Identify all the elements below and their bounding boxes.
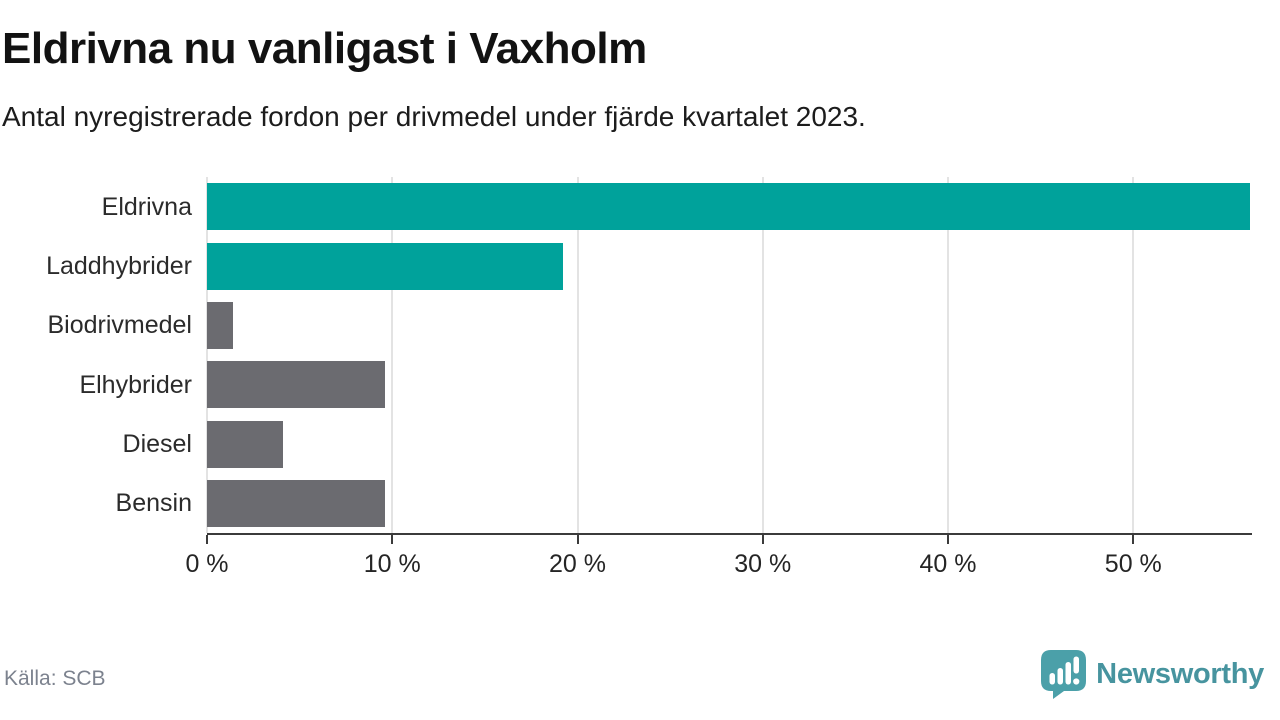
axis-tick <box>761 535 764 544</box>
gridline <box>947 177 950 533</box>
x-axis-line <box>207 533 1252 535</box>
axis-tick-label: 20 % <box>549 550 606 578</box>
axis-tick <box>391 535 394 544</box>
gridline <box>391 177 394 533</box>
axis-tick-label: 50 % <box>1104 550 1162 578</box>
bar-laddhybrider <box>207 242 563 290</box>
category-label: Biodrivmedel <box>47 311 192 340</box>
category-label: Diesel <box>122 430 192 458</box>
newsworthy-speech-bubble-bar-chart-icon <box>1041 650 1087 699</box>
source-label: Källa: SCB <box>4 667 106 690</box>
axis-tick-label: 10 % <box>363 550 421 578</box>
gridline <box>576 177 579 533</box>
axis-tick <box>1132 535 1135 544</box>
brand-name: Newsworthy <box>1096 658 1264 690</box>
chart-title: Eldrivna nu vanligast i Vaxholm <box>2 24 647 73</box>
category-axis-labels: Eldrivna Laddhybrider Biodrivmedel Elhybrid… <box>0 177 192 533</box>
brand-logo: Newsworthy <box>1041 650 1264 699</box>
x-axis: 0 % 10 % 20 % 30 % 40 % 50 % <box>185 533 1250 593</box>
bar-elhybrider <box>207 361 385 409</box>
axis-tick-label: 0 % <box>185 550 229 578</box>
plot-area <box>206 177 1250 533</box>
axis-tick-label: 30 % <box>734 550 792 578</box>
category-label: Eldrivna <box>101 192 192 221</box>
bar-eldrivna <box>207 183 1250 231</box>
axis-tick <box>576 535 579 544</box>
axis-tick <box>206 535 208 544</box>
gridline <box>1132 177 1135 533</box>
axis-tick-label: 40 % <box>919 550 977 578</box>
gridline <box>206 177 208 533</box>
category-label: Elhybrider <box>79 370 192 399</box>
bar-diesel <box>207 420 283 468</box>
bar-bensin <box>207 479 385 527</box>
category-label: Bensin <box>115 489 192 518</box>
axis-tick <box>947 535 950 544</box>
gridline <box>761 177 764 533</box>
category-label: Laddhybrider <box>46 252 192 280</box>
chart-subtitle: Antal nyregistrerade fordon per drivmede… <box>2 101 866 132</box>
bar-biodrivmedel <box>207 301 233 349</box>
